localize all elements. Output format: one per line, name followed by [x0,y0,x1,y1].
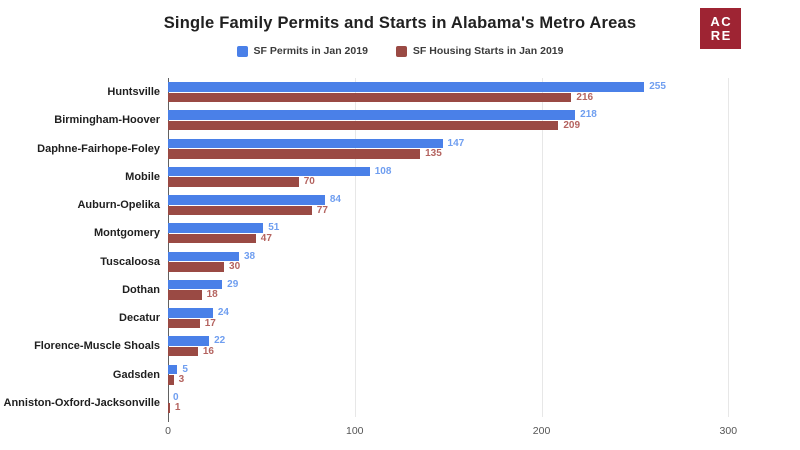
category-label: Tuscaloosa [100,255,160,268]
bar-starts [168,290,202,300]
value-label-permits: 5 [182,363,188,375]
bar-starts [168,403,170,413]
legend-item-permits: SF Permits in Jan 2019 [236,45,368,57]
bar-starts [168,149,421,159]
bar-starts [168,177,299,187]
bar-permits [168,166,370,177]
bar-starts [168,92,572,103]
legend-swatch-permits [236,45,248,57]
value-label-permits: 108 [374,165,392,177]
category-label: Decatur [119,312,160,325]
bar-permits [168,336,210,346]
bar-starts [168,262,225,272]
value-label-starts: 70 [303,176,315,188]
bar-permits [168,364,178,375]
bar-permits [168,195,325,205]
value-label-permits: 24 [217,307,229,319]
value-label-starts: 16 [202,345,214,357]
bar-permits [168,110,576,120]
bar-starts [168,346,198,357]
bar-group: 29 18 [168,276,775,304]
x-tick-label: 100 [346,425,364,437]
y-axis-line [168,78,169,422]
value-label-starts: 17 [204,317,216,329]
category-label: Anniston-Oxford-Jacksonville [3,396,160,409]
value-label-starts: 18 [206,289,218,301]
category-label: Daphne-Fairhope-Foley [37,142,160,155]
category-label: Mobile [125,170,160,183]
category-label: Birmingham-Hoover [54,114,160,127]
value-label-starts: 1 [174,402,181,414]
value-label-starts: 135 [425,148,442,160]
bar-starts [168,318,200,329]
gridline [541,78,543,417]
value-label-permits: 255 [649,81,666,93]
bar-permits [168,308,213,318]
x-tick-label: 200 [532,425,551,437]
bar-group: 84 77 [168,191,775,219]
value-label-starts: 47 [260,232,272,244]
value-label-permits: 0 [173,391,179,403]
bar-permits [168,279,223,290]
bar-permits [168,138,443,149]
gridline [728,78,730,417]
acre-logo-line1: AC [710,13,733,29]
value-label-starts: 216 [576,91,594,103]
category-label: Florence-Muscle Shoals [34,340,160,353]
legend-label-starts: SF Housing Starts in Jan 2019 [412,45,564,57]
value-label-permits: 38 [243,250,256,262]
x-tick-label: 300 [719,425,738,437]
category-axis: Huntsville Birmingham-Hoover Daphne-Fairho… [0,78,160,417]
value-label-permits: 29 [227,278,239,290]
bar-starts [168,205,312,216]
bar-chart: Huntsville Birmingham-Hoover Daphne-Fairho… [0,78,800,443]
bar-group: 218 209 [168,106,775,134]
value-label-starts: 209 [563,119,581,131]
category-label: Huntsville [107,86,160,99]
bar-group: 255 216 [168,78,775,106]
bar-group: 51 47 [168,219,775,247]
x-axis: 0 100 200 300 [165,425,775,439]
bar-group: 22 16 [168,332,775,360]
value-label-starts: 30 [229,261,241,273]
bar-permits [168,223,264,233]
bar-group: 147 135 [168,135,775,163]
category-label: Auburn-Opelika [77,199,160,212]
value-label-permits: 147 [447,137,465,149]
bar-starts [168,120,559,131]
value-label-permits: 51 [268,222,280,234]
acre-logo: AC RE [700,8,741,49]
bar-group: 108 70 [168,163,775,191]
bar-starts [168,375,174,385]
legend-item-starts: SF Housing Starts in Jan 2019 [395,45,564,57]
gridline [354,78,356,417]
chart-legend: SF Permits in Jan 2019 SF Housing Starts … [0,45,800,57]
x-tick-label: 0 [165,425,171,437]
bar-permits [168,82,645,92]
bar-group: 24 17 [168,304,775,332]
category-label: Montgomery [94,227,160,240]
value-label-permits: 22 [214,335,226,347]
value-label-starts: 77 [316,204,328,216]
category-label: Gadsden [112,368,160,381]
acre-logo-line2: RE [710,27,732,43]
value-label-permits: 84 [329,194,341,206]
bar-permits [168,251,239,262]
value-label-permits: 218 [580,109,597,121]
legend-swatch-starts [395,45,407,57]
page-title: Single Family Permits and Starts in Alab… [163,14,637,32]
legend-label-permits: SF Permits in Jan 2019 [253,45,368,57]
category-label: Dothan [122,283,160,296]
bar-group: 38 30 [168,248,775,276]
value-label-starts: 3 [178,374,185,386]
bar-starts [168,233,256,244]
plot-area: 255 216 218 209 147 135 108 70 84 77 51 47 38 30 29 18 2… [168,78,775,422]
